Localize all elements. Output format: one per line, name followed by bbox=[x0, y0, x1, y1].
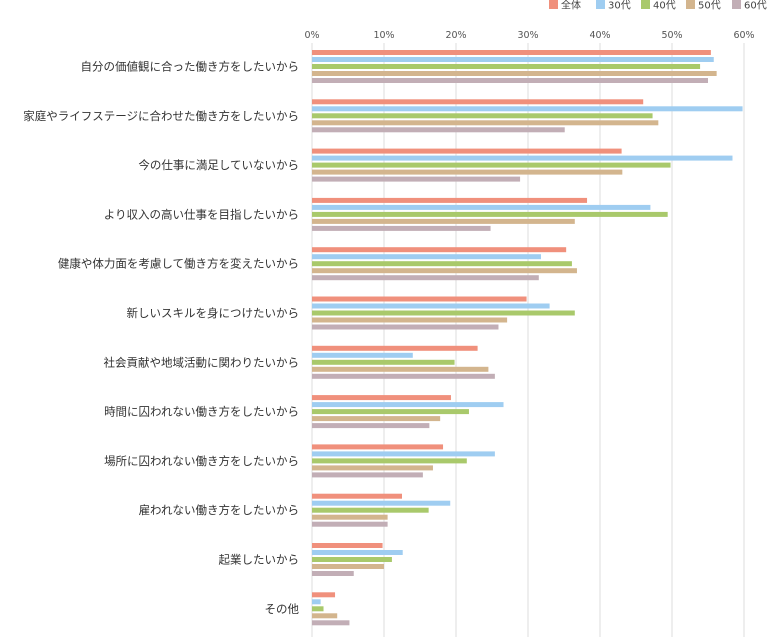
category-label: 社会貢献や地域活動に関わりたいから bbox=[104, 355, 300, 369]
x-tick-label: 10% bbox=[373, 30, 394, 41]
bar bbox=[312, 113, 653, 119]
bar bbox=[312, 71, 717, 76]
bar bbox=[312, 176, 521, 182]
bar bbox=[312, 268, 577, 274]
category-label: 起業したいから bbox=[219, 553, 300, 567]
bar bbox=[312, 352, 413, 358]
category-label: より収入の高い仕事を目指したいから bbox=[104, 207, 299, 221]
bar bbox=[312, 127, 565, 133]
legend-label: 全体 bbox=[561, 0, 581, 12]
bar bbox=[312, 592, 336, 598]
legend-swatch bbox=[596, 0, 605, 9]
bar bbox=[312, 395, 451, 401]
bar bbox=[312, 500, 451, 506]
bar bbox=[312, 550, 403, 555]
category-label: 家庭やライフステージに合わせた働き方をしたいから bbox=[23, 109, 299, 123]
bar bbox=[312, 423, 430, 429]
bar bbox=[312, 373, 495, 379]
bar bbox=[312, 296, 527, 302]
legend-swatch bbox=[641, 0, 650, 9]
bar bbox=[312, 402, 504, 408]
category-label: その他 bbox=[265, 602, 300, 616]
bar bbox=[312, 472, 423, 478]
bar bbox=[312, 120, 659, 126]
legend-swatch bbox=[732, 0, 741, 9]
bars bbox=[312, 50, 743, 626]
legend-label: 60代 bbox=[744, 0, 767, 12]
bar bbox=[312, 543, 383, 548]
legend: 全体 30代 40代 50代 60代 bbox=[549, 0, 767, 12]
bar bbox=[312, 599, 321, 605]
legend-label: 30代 bbox=[608, 0, 631, 12]
bar bbox=[312, 557, 392, 562]
legend-swatch bbox=[686, 0, 695, 9]
bar bbox=[312, 317, 508, 323]
bar bbox=[312, 99, 644, 105]
bar bbox=[312, 409, 469, 415]
legend-label: 40代 bbox=[653, 0, 676, 12]
bar bbox=[312, 465, 433, 471]
category-label: 健康や体力面を考慮して働き方を変えたいから bbox=[58, 257, 299, 271]
category-labels: 自分の価値観に合った働き方をしたいから家庭やライフステージに合わせた働き方をした… bbox=[23, 60, 299, 616]
gridlines bbox=[311, 43, 745, 637]
bar bbox=[312, 64, 701, 69]
bar bbox=[312, 324, 499, 330]
bar bbox=[312, 416, 441, 422]
category-label: 今の仕事に満足していないから bbox=[138, 158, 299, 172]
bar bbox=[312, 564, 384, 569]
bar bbox=[312, 493, 402, 499]
bar bbox=[312, 345, 478, 351]
bar bbox=[312, 148, 622, 154]
bar bbox=[312, 275, 539, 281]
category-label: 時間に囚われない働き方をしたいから bbox=[104, 405, 299, 419]
bar bbox=[312, 162, 671, 168]
x-tick-label: 40% bbox=[589, 30, 610, 41]
bar bbox=[312, 78, 708, 83]
category-label: 新しいスキルを身につけたいから bbox=[127, 306, 300, 320]
x-axis-tick-labels: 0% 10% 20% 30% 40% 50% 60% bbox=[304, 30, 754, 41]
bar bbox=[312, 197, 588, 203]
bar bbox=[312, 218, 575, 224]
bar bbox=[312, 225, 491, 231]
bar bbox=[312, 247, 567, 253]
bar bbox=[312, 521, 388, 527]
bar bbox=[312, 571, 354, 576]
legend-label: 50代 bbox=[698, 0, 721, 12]
bar bbox=[312, 310, 575, 316]
category-label: 場所に囚われない働き方をしたいから bbox=[104, 454, 299, 468]
bar bbox=[312, 106, 743, 112]
bar bbox=[312, 359, 455, 365]
bar bbox=[312, 50, 711, 55]
bar bbox=[312, 514, 388, 520]
x-tick-label: 60% bbox=[733, 30, 754, 41]
bar bbox=[312, 444, 444, 450]
legend-swatch bbox=[549, 0, 558, 9]
bar bbox=[312, 211, 668, 217]
bar bbox=[312, 366, 489, 372]
bar bbox=[312, 155, 733, 161]
bar bbox=[312, 303, 550, 309]
x-tick-label: 30% bbox=[517, 30, 538, 41]
bar bbox=[312, 261, 572, 267]
bar bbox=[312, 507, 429, 513]
bar bbox=[312, 606, 324, 612]
bar bbox=[312, 204, 651, 210]
bar bbox=[312, 169, 623, 175]
bar bbox=[312, 254, 541, 260]
category-label: 自分の価値観に合った働き方をしたいから bbox=[81, 60, 300, 74]
bar bbox=[312, 451, 495, 457]
bar bbox=[312, 458, 467, 464]
bar bbox=[312, 620, 350, 626]
bar bbox=[312, 613, 338, 619]
x-tick-label: 0% bbox=[304, 30, 319, 41]
category-label: 雇われない働き方をしたいから bbox=[139, 503, 299, 517]
x-tick-label: 20% bbox=[445, 30, 466, 41]
bar bbox=[312, 57, 714, 62]
x-tick-label: 50% bbox=[661, 30, 682, 41]
